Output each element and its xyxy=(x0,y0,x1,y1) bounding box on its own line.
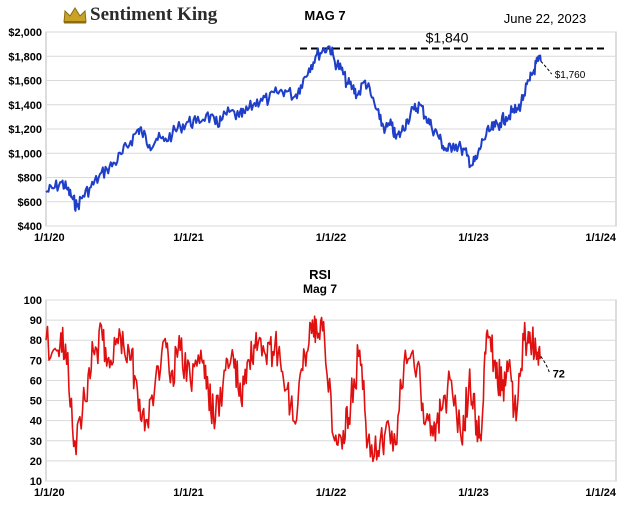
top-chart-y-ticks: $400 $600 $800 $1,000 $1,200 $1,400 $1,600 $1,8… xyxy=(8,27,42,233)
y-tick-label: 30 xyxy=(30,436,42,448)
y-tick-label: 60 xyxy=(30,375,42,387)
x-tick-label: 1/1/20 xyxy=(34,487,65,499)
y-tick-label: $600 xyxy=(18,197,42,209)
top-chart-series-line xyxy=(45,45,542,212)
x-tick-label: 1/1/22 xyxy=(316,487,347,499)
y-tick-label: 20 xyxy=(30,456,42,468)
y-tick-label: 100 xyxy=(24,295,42,307)
top-chart-x-ticks: 1/1/20 1/1/21 1/1/22 1/1/23 1/1/24 xyxy=(34,232,617,244)
peak-value-label: $1,840 xyxy=(426,30,469,46)
bottom-chart-gridlines xyxy=(46,299,616,482)
y-tick-label: $800 xyxy=(18,173,42,185)
x-tick-label: 1/1/22 xyxy=(316,232,347,244)
brand-logo: Sentiment King xyxy=(62,4,217,26)
x-tick-label: 1/1/24 xyxy=(585,232,616,244)
x-tick-label: 1/1/21 xyxy=(173,487,204,499)
bottom-chart-y-ticks: 10 20 30 40 50 60 70 80 90 100 xyxy=(24,295,42,488)
top-chart-title: MAG 7 xyxy=(304,8,345,23)
y-tick-label: $1,800 xyxy=(8,51,42,63)
y-tick-label: $1,400 xyxy=(8,100,42,112)
x-tick-label: 1/1/23 xyxy=(458,232,489,244)
bottom-chart-x-ticks: 1/1/20 1/1/21 1/1/22 1/1/23 1/1/24 xyxy=(34,487,617,499)
x-tick-label: 1/1/24 xyxy=(585,487,616,499)
top-last-value-pointer xyxy=(540,60,553,75)
bottom-last-value-pointer xyxy=(540,356,551,374)
bottom-chart-subtitle: Mag 7 xyxy=(303,282,337,296)
y-tick-label: 70 xyxy=(30,355,42,367)
date-label: June 22, 2023 xyxy=(504,11,586,26)
y-tick-label: 90 xyxy=(30,315,42,327)
y-tick-label: 80 xyxy=(30,335,42,347)
crown-icon xyxy=(63,7,87,24)
y-tick-label: 40 xyxy=(30,416,42,428)
x-tick-label: 1/1/23 xyxy=(458,487,489,499)
brand-name: Sentiment King xyxy=(90,4,218,25)
y-tick-label: 50 xyxy=(30,396,42,408)
bottom-chart-title: RSI xyxy=(309,267,331,282)
bottom-chart-series-line xyxy=(45,315,542,463)
top-last-value-label: $1,760 xyxy=(555,70,586,81)
x-tick-label: 1/1/21 xyxy=(173,232,204,244)
x-tick-label: 1/1/20 xyxy=(34,232,65,244)
y-tick-label: $2,000 xyxy=(8,27,42,39)
y-tick-label: $1,200 xyxy=(8,124,42,136)
y-tick-label: $1,000 xyxy=(8,148,42,160)
y-tick-label: $1,600 xyxy=(8,76,42,88)
y-tick-label: $400 xyxy=(18,221,42,233)
y-tick-label: 10 xyxy=(30,476,42,488)
bottom-last-value-label: 72 xyxy=(553,368,565,380)
